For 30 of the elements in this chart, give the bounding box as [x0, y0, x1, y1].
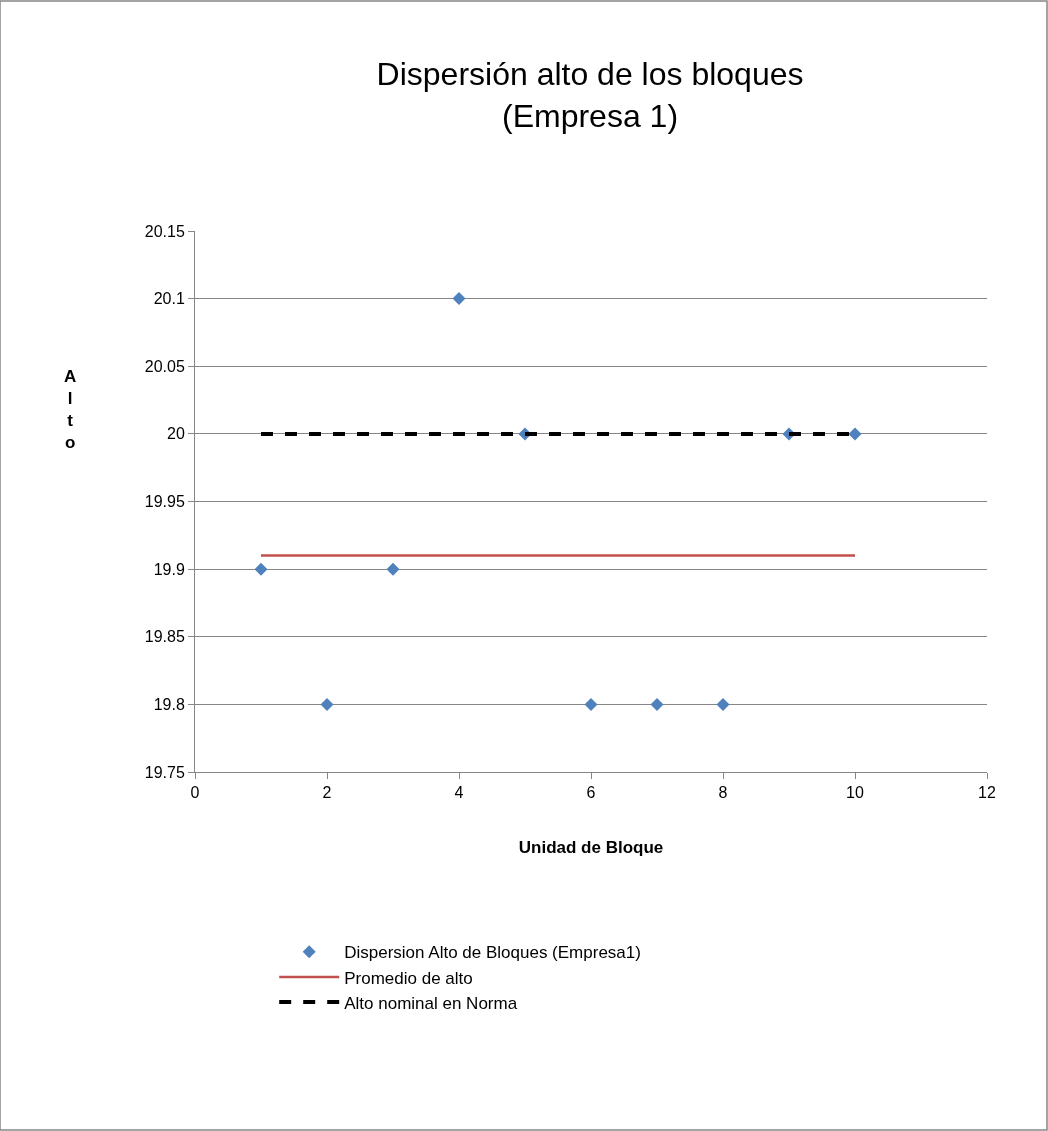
- x-tick-label: 12: [978, 784, 996, 802]
- y-tick-label: 20.1: [153, 290, 185, 308]
- y-tick-label: 19.9: [153, 560, 185, 578]
- y-tick-label: 20: [167, 425, 185, 443]
- chart-title: Dispersión alto de los bloques (Empresa 1): [376, 56, 804, 134]
- legend-label: Promedio de alto: [344, 968, 473, 988]
- point: [584, 697, 598, 711]
- point: [254, 562, 268, 576]
- y-tick-label: 20.15: [144, 222, 185, 240]
- y-tick-label: 20.05: [144, 357, 185, 375]
- x-tick-label: 8: [718, 784, 728, 802]
- x-tick-label: 2: [322, 784, 332, 802]
- y-tick-label: 19.95: [144, 493, 185, 511]
- point: [650, 697, 664, 711]
- point: [320, 697, 334, 711]
- x-axis-title: Unidad de Bloque: [518, 837, 664, 857]
- legend-label: Alto nominal en Norma: [344, 993, 518, 1013]
- point: [452, 292, 466, 306]
- y-tick-label: 19.75: [144, 763, 185, 781]
- x-tick-label: 4: [454, 784, 464, 802]
- y-tick-label: 19.8: [153, 695, 185, 713]
- y-tick-label: 19.85: [144, 628, 185, 646]
- y-axis-title: Alto: [64, 367, 77, 453]
- x-tick-label: 0: [190, 784, 200, 802]
- x-tick-label: 6: [586, 784, 596, 802]
- legend-label: Dispersion Alto de Bloques (Empresa1): [344, 943, 641, 963]
- x-tick-label: 10: [846, 784, 864, 802]
- point: [386, 562, 400, 576]
- point: [848, 427, 862, 441]
- point: [716, 697, 730, 711]
